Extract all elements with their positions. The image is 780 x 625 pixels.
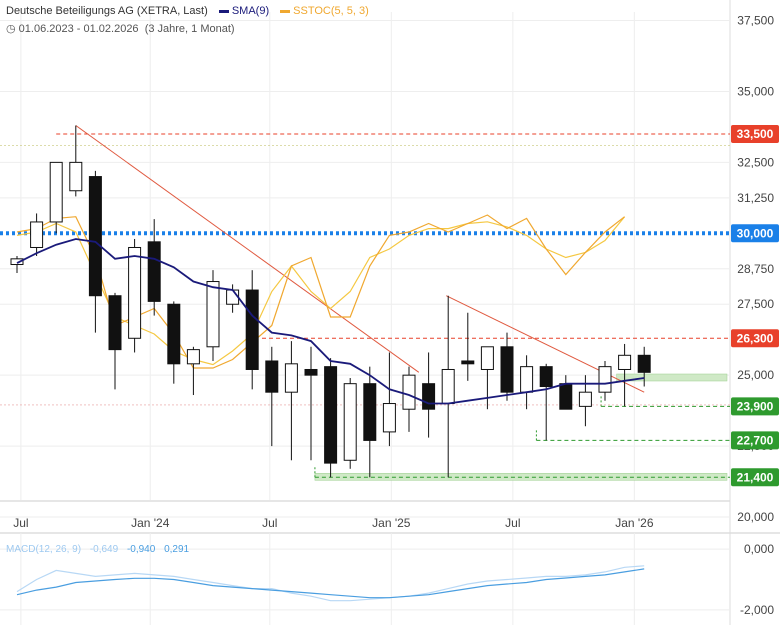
candle-body	[598, 366, 612, 393]
price-tick-label: 20,000	[737, 510, 774, 524]
macd-tick-label: -2,000	[740, 603, 774, 617]
sstoc-slow-line	[16, 216, 626, 366]
level-badge-label: 22,700	[737, 433, 774, 447]
candle-body	[343, 383, 357, 461]
macd-value-1: -0,649	[89, 544, 119, 555]
price-tick-label: 27,500	[737, 297, 774, 311]
macd-header: MACD(12, 26, 9) -0,649 -0,940 0,291	[6, 544, 195, 555]
candle-body	[480, 346, 494, 370]
candle-body	[441, 368, 455, 405]
sma-legend-swatch	[218, 9, 229, 13]
candle-body	[108, 295, 122, 351]
candle-body	[382, 403, 396, 433]
level-badge-21400	[731, 468, 779, 487]
candle-body	[520, 366, 534, 393]
candle-body	[206, 281, 220, 348]
price-tick-label: 32,500	[737, 155, 774, 169]
clock-icon: ◷	[6, 23, 16, 35]
candle-body	[402, 374, 416, 410]
level-badge-label: 23,900	[737, 399, 774, 413]
macd-legend-label: MACD(12, 26, 9)	[6, 544, 82, 555]
candle-body	[500, 346, 514, 393]
price-tick-label: 31,250	[737, 191, 774, 205]
candle-body	[637, 354, 651, 373]
candle-body	[422, 383, 436, 410]
sstoc-fast-line	[16, 214, 625, 369]
macd-value-2: -0,940	[126, 544, 156, 555]
chart-title: Deutsche Beteiligungs AG (XETRA, Last)	[6, 5, 208, 18]
macd-signal-line	[16, 565, 645, 602]
candle-body	[618, 354, 632, 370]
candle-body	[226, 289, 240, 305]
time-tick-label: Jan '26	[615, 516, 654, 530]
date-range-row: ◷ 01.06.2023 - 01.02.2026 (3 Jahre, 1 Mo…	[6, 22, 235, 35]
level-badge-33500	[731, 125, 779, 143]
candle-body	[69, 161, 83, 192]
time-tick-label: Jul	[13, 516, 28, 530]
price-tick-label: 37,500	[737, 14, 774, 28]
level-badge-label: 33,500	[737, 127, 774, 141]
candle-body	[324, 366, 338, 464]
chart-header: Deutsche Beteiligungs AG (XETRA, Last) S…	[6, 5, 369, 17]
level-badge-23900	[731, 397, 779, 416]
time-tick-label: Jan '24	[131, 516, 170, 530]
candle-body	[539, 366, 553, 388]
candle-body	[304, 368, 318, 376]
candle-body	[265, 360, 279, 393]
level-badge-label: 30,000	[737, 226, 774, 240]
time-tick-label: Jul	[505, 516, 520, 530]
level-badge-30000	[731, 224, 779, 243]
candle-body	[147, 241, 161, 302]
candle-body	[186, 349, 200, 365]
macd-value-3: 0,291	[164, 544, 190, 555]
sma-legend-label: SMA(9)	[231, 5, 270, 18]
macd-tick-label: 0,000	[744, 542, 774, 556]
trendline-0	[75, 125, 420, 373]
support-zone-upper	[616, 373, 728, 382]
price-tick-label: 25,000	[737, 368, 774, 382]
duration: (3 Jahre, 1 Monat)	[144, 23, 235, 35]
time-tick-label: Jan '25	[372, 516, 411, 530]
sma-line	[16, 238, 645, 405]
candle-body	[30, 221, 44, 248]
time-tick-label: Jul	[262, 516, 277, 530]
level-badge-22700	[731, 431, 779, 450]
candle-body	[578, 391, 592, 407]
candle-body	[128, 246, 142, 339]
sstoc-legend-label: SSTOC(5, 5, 3)	[293, 5, 369, 18]
candle-body	[559, 383, 573, 410]
candle-body	[245, 289, 259, 370]
level-badge-26300	[731, 329, 779, 348]
level-badge-label: 21,400	[737, 470, 774, 484]
sstoc-legend-swatch	[280, 9, 291, 13]
macd-line	[16, 568, 645, 599]
candle-body	[284, 363, 298, 393]
level-badge-label: 26,300	[737, 331, 774, 345]
candle-body	[167, 303, 181, 365]
candle-body	[461, 360, 475, 365]
candle-body	[49, 161, 63, 223]
candle-body	[88, 176, 102, 297]
candle-body	[10, 258, 24, 266]
price-tick-label: 28,750	[737, 262, 774, 276]
date-range: 01.06.2023 - 01.02.2026	[18, 23, 139, 35]
price-tick-label: 35,000	[737, 84, 774, 98]
candle-body	[363, 383, 377, 441]
